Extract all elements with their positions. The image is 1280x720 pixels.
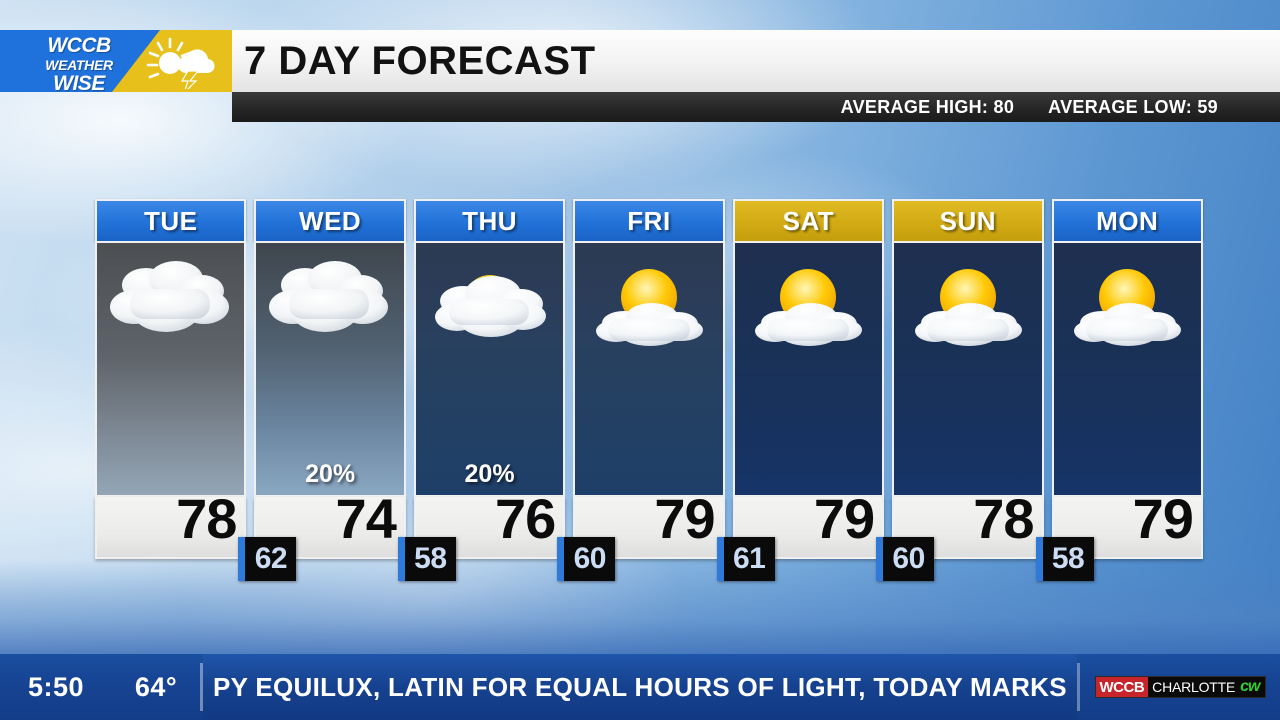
station-logo-charlotte: CHARLOTTE	[1148, 677, 1240, 697]
precip-chance: 20%	[464, 460, 515, 488]
day-header: THU	[413, 199, 566, 241]
ticker-current-temperature: 64°	[134, 671, 178, 702]
day-temps: 78 60	[876, 491, 1044, 581]
logo-line-1: WCCB	[47, 34, 111, 57]
low-temperature: 60	[573, 542, 607, 575]
day-header: SAT	[732, 199, 885, 241]
day-label: TUE	[143, 205, 198, 236]
forecast-day-tue[interactable]: TUE 78	[95, 199, 247, 587]
logo-line-3: WISE	[53, 72, 105, 92]
high-temperature: 78	[176, 487, 237, 550]
day-icon-panel	[732, 241, 885, 497]
low-temperature-box: 62	[238, 537, 297, 581]
cloudy-icon	[109, 261, 229, 332]
day-header: WED	[254, 199, 406, 241]
high-temperature: 79	[813, 487, 875, 550]
day-header: SUN	[892, 199, 1044, 241]
average-high-label: AVERAGE HIGH: 80	[840, 96, 1015, 117]
high-temperature: 76	[494, 487, 556, 550]
low-temperature-box: 60	[876, 537, 935, 581]
forecast-day-mon[interactable]: MON	[1035, 199, 1203, 587]
forecast-day-fri[interactable]: FRI	[557, 199, 725, 587]
low-temperature: 62	[254, 542, 288, 575]
low-temperature: 58	[1051, 542, 1085, 575]
ticker-time: 5:50	[27, 671, 85, 702]
low-temperature-box: 58	[1035, 537, 1094, 581]
sun-cloud-lightning-icon	[146, 37, 215, 89]
mostly-sunny-icon	[755, 269, 863, 346]
station-logo-inner: WCCB CHARLOTTE cw	[1094, 676, 1266, 698]
low-temperature-box: 60	[557, 537, 616, 581]
precip-chance: 20%	[305, 460, 356, 488]
day-icon-panel	[1051, 241, 1203, 497]
forecast-header: WCCB WEATHER WISE 7 DAY FORECAST AVERAGE…	[0, 30, 1280, 122]
ticker-divider	[200, 663, 203, 711]
day-temps: 79 58	[1035, 491, 1203, 581]
low-temperature-box: 58	[397, 537, 456, 581]
high-temperature: 79	[1132, 487, 1194, 550]
low-temperature-box: 61	[716, 537, 775, 581]
day-temps: 76 58	[397, 491, 566, 581]
cloudy-icon	[269, 261, 389, 332]
forecast-day-wed[interactable]: WED 20% 74 62	[238, 199, 406, 587]
logo-line-2: WEATHER	[45, 57, 113, 73]
station-logo-cw: cw	[1239, 677, 1265, 697]
low-temperature: 60	[892, 542, 925, 575]
low-temperature: 58	[414, 542, 447, 575]
day-temps: 79 61	[716, 491, 885, 581]
low-temperature: 61	[733, 542, 766, 575]
high-temperature: 74	[335, 487, 397, 550]
mostly-sunny-icon	[1074, 269, 1182, 346]
day-label: SAT	[782, 205, 835, 236]
day-temps: 79 60	[557, 491, 725, 581]
partly-sunny-icon	[434, 275, 546, 337]
high-temperature: 79	[654, 487, 715, 550]
day-icon-panel	[892, 241, 1044, 497]
forecast-day-sun[interactable]: SUN	[876, 199, 1044, 587]
day-header: FRI	[573, 199, 725, 241]
wccb-charlotte-cw-logo: WCCB CHARLOTTE cw	[1080, 654, 1280, 720]
average-low-label: AVERAGE LOW: 59	[1048, 96, 1218, 117]
day-temps: 74 62	[238, 491, 406, 581]
seven-day-forecast-strip: TUE 78 WED	[95, 199, 1203, 587]
averages-bar: AVERAGE HIGH: 80 AVERAGE LOW: 59	[232, 92, 1280, 122]
ticker-crawl-text: PY EQUILUX, LATIN FOR EQUAL HOURS OF LIG…	[213, 671, 1067, 702]
day-icon-panel: 20%	[413, 241, 566, 497]
mostly-sunny-icon	[914, 269, 1022, 346]
day-temps: 78	[95, 491, 247, 559]
ticker-divider-right	[1077, 663, 1080, 711]
forecast-day-thu[interactable]: THU	[397, 199, 566, 587]
bottom-ticker: 5:50 64° PY EQUILUX, LATIN FOR EQUAL HOU…	[0, 654, 1280, 720]
title-bar: 7 DAY FORECAST	[232, 30, 1280, 92]
ticker-crawl: PY EQUILUX, LATIN FOR EQUAL HOURS OF LIG…	[203, 654, 1077, 720]
forecast-day-sat[interactable]: SAT	[716, 199, 885, 587]
day-icon-panel	[573, 241, 725, 497]
day-label: THU	[462, 205, 518, 236]
day-label: MON	[1096, 205, 1159, 236]
page-title: 7 DAY FORECAST	[244, 38, 596, 83]
day-header: TUE	[95, 199, 247, 241]
day-label: SUN	[939, 205, 997, 236]
day-icon-panel: 20%	[254, 241, 406, 497]
day-label: WED	[299, 205, 362, 236]
logo-wordmark: WCCB WEATHER WISE	[14, 34, 144, 92]
day-label: FRI	[627, 205, 671, 236]
day-header: MON	[1051, 199, 1203, 241]
mostly-sunny-icon	[595, 269, 703, 346]
day-icon-panel	[95, 241, 247, 497]
station-logo-wccb: WCCB	[1095, 677, 1149, 697]
high-temperature: 78	[973, 487, 1034, 550]
wccb-weather-wise-logo: WCCB WEATHER WISE	[0, 30, 232, 92]
